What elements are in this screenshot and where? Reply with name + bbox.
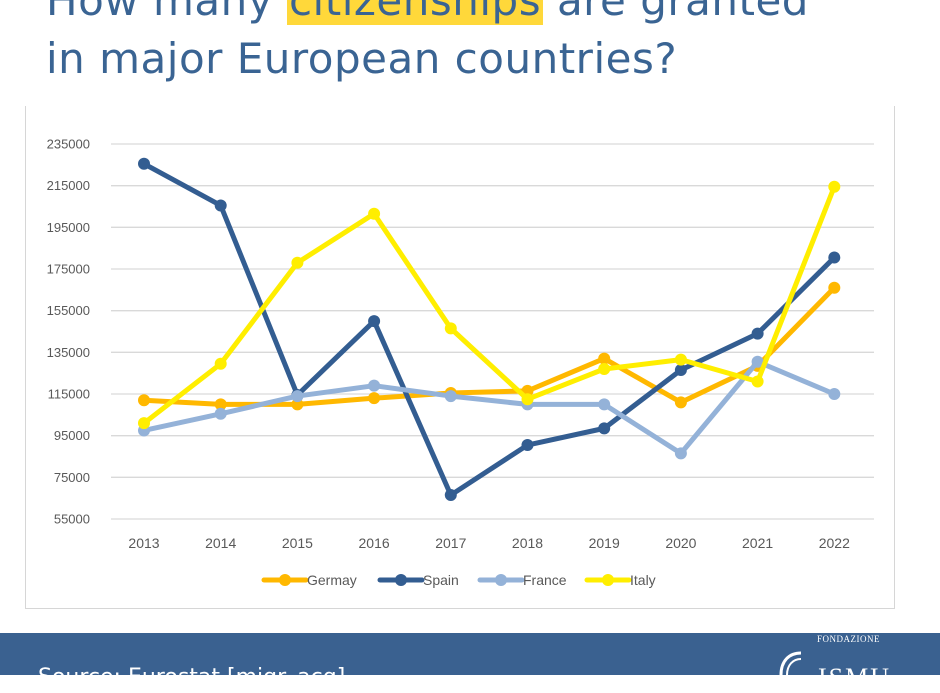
x-tick-label: 2017 [435, 535, 466, 551]
data-point [138, 417, 150, 430]
data-point [521, 393, 534, 406]
footer-bar: Source: Eurostat [migr_acq] FONDAZIONE I… [0, 633, 940, 692]
data-point [828, 281, 841, 294]
x-axis-ticks: 2013 2014 2015 2016 2017 2018 2019 2020 2021 2022 [128, 535, 850, 551]
x-tick-label: 2014 [205, 535, 236, 551]
title-text-before: How many [46, 0, 287, 25]
data-point [214, 357, 227, 370]
legend-item: Spain [377, 572, 459, 588]
y-tick-label: 235000 [47, 137, 90, 152]
legend: Germay Spain France Italy [261, 572, 656, 588]
ismu-logo [775, 651, 895, 675]
source-text: Source: Eurostat [migr_acq] [38, 665, 346, 690]
series-line [141, 359, 837, 456]
y-tick-label: 215000 [47, 178, 90, 193]
series-line [141, 161, 837, 498]
x-tick-label: 2019 [589, 535, 620, 551]
line-chart: 55000 75000 95000 115000 135000 155000 175000 1… [47, 137, 874, 588]
y-tick-label: 115000 [48, 387, 90, 402]
data-point [138, 157, 150, 170]
x-tick-label: 2021 [742, 535, 773, 551]
data-point [368, 379, 381, 392]
data-point [214, 407, 227, 420]
x-tick-label: 2020 [665, 535, 696, 551]
data-point [214, 199, 227, 212]
data-point [828, 180, 841, 193]
data-point [444, 390, 457, 403]
data-point [751, 327, 764, 340]
y-tick-label: 175000 [47, 262, 90, 277]
x-tick-label: 2013 [128, 535, 159, 551]
legend-label: France [523, 572, 567, 588]
y-tick-label: 75000 [54, 470, 90, 485]
legend-item: Italy [584, 572, 656, 588]
legend-marker [395, 574, 407, 586]
y-axis-ticks: 55000 75000 95000 115000 135000 155000 175000 1… [47, 137, 90, 527]
chart-container: 55000 75000 95000 115000 135000 155000 175000 1… [25, 106, 895, 609]
data-point [444, 322, 457, 335]
data-point [751, 355, 764, 368]
series-france [138, 355, 841, 460]
data-point [828, 251, 841, 264]
data-point [368, 315, 381, 328]
y-tick-label: 155000 [47, 303, 90, 318]
x-tick-label: 2015 [282, 535, 313, 551]
legend-item: Germay [261, 572, 357, 588]
data-point [291, 390, 304, 403]
series-italy [138, 180, 841, 430]
data-point [828, 388, 841, 400]
y-tick-label: 55000 [54, 512, 90, 527]
data-point [598, 352, 611, 365]
legend-label: Italy [630, 572, 656, 588]
y-tick-label: 95000 [54, 428, 90, 443]
series-lines [138, 157, 841, 502]
data-point [598, 422, 611, 435]
x-tick-label: 2018 [512, 535, 543, 551]
data-point [751, 375, 764, 388]
data-point [674, 396, 687, 409]
logo-main-text: ISMU [818, 663, 892, 692]
data-point [598, 363, 611, 375]
series-spain [138, 157, 841, 502]
data-point [598, 398, 611, 411]
legend-marker [495, 574, 507, 586]
title-highlight: citizenships [286, 0, 544, 25]
data-point [674, 447, 687, 460]
legend-marker [279, 574, 291, 586]
legend-label: Spain [423, 572, 459, 588]
series-line [141, 184, 837, 426]
legend-item: France [477, 572, 567, 588]
title-line-2: in major European countries? [46, 34, 678, 83]
page-title: How many citizenships are granted in majo… [46, 0, 809, 88]
data-point [214, 398, 227, 411]
data-point [291, 398, 304, 411]
data-point [674, 353, 687, 366]
legend-label: Germay [307, 572, 357, 588]
data-point [368, 207, 381, 220]
title-text-after: are granted [543, 0, 809, 25]
data-point [444, 489, 457, 502]
x-tick-label: 2022 [819, 535, 850, 551]
y-tick-label: 135000 [47, 345, 90, 360]
logo-small-text: FONDAZIONE [817, 634, 880, 644]
data-point [521, 439, 534, 452]
data-point [368, 392, 381, 405]
x-tick-label: 2016 [359, 535, 390, 551]
data-point [291, 256, 304, 269]
legend-marker [602, 574, 614, 586]
y-tick-label: 195000 [47, 220, 90, 235]
logo-mark-icon [779, 651, 802, 675]
grid-lines [111, 143, 874, 520]
data-point [674, 364, 687, 377]
data-point [138, 394, 150, 407]
